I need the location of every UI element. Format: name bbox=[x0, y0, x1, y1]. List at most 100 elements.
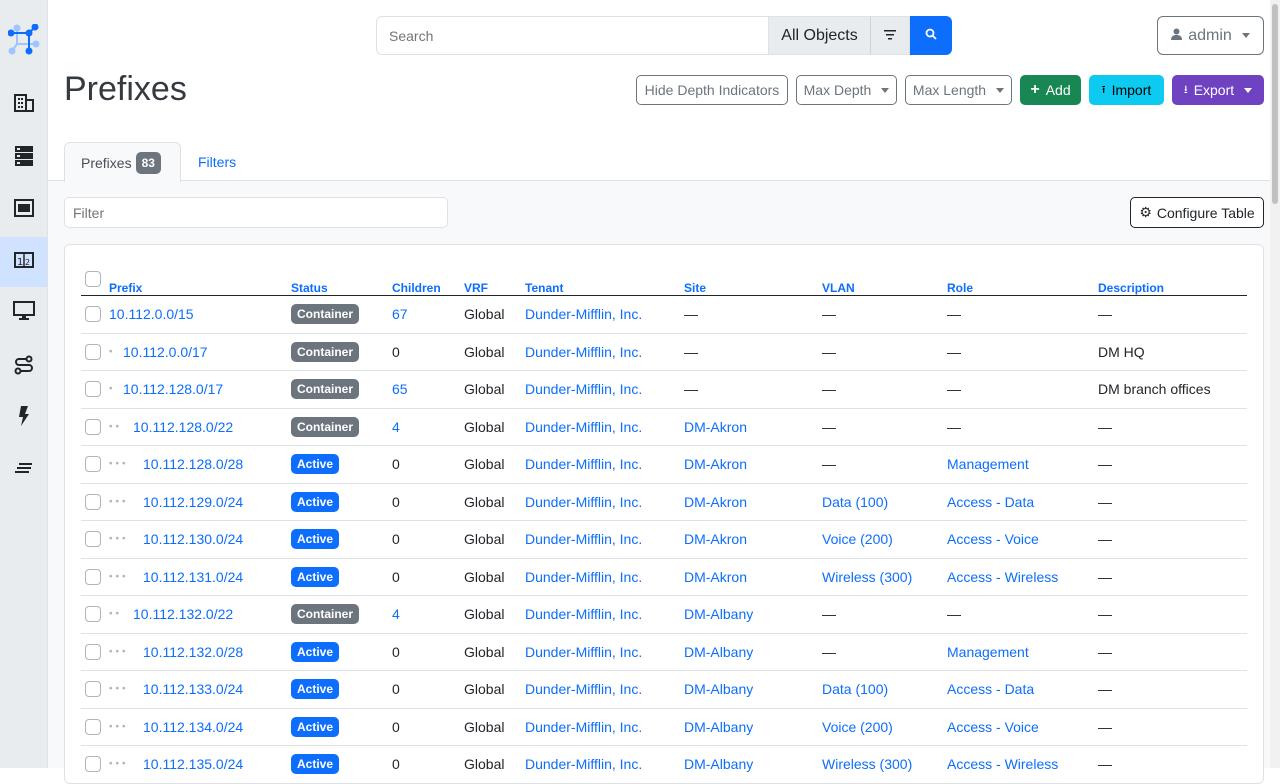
tenant-cell[interactable]: Dunder-Mifflin, Inc. bbox=[525, 568, 643, 585]
export-dropdown[interactable]: ⭳ Export bbox=[1172, 75, 1264, 105]
tab-filters[interactable]: Filters bbox=[198, 153, 237, 170]
table-filter-input[interactable] bbox=[64, 197, 448, 228]
role-cell[interactable]: Access - Wireless bbox=[947, 568, 1059, 585]
prefix-link[interactable]: 10.112.132.0/28 bbox=[143, 643, 244, 660]
sidebar-connections[interactable] bbox=[0, 185, 47, 235]
children-count[interactable]: 4 bbox=[392, 418, 400, 435]
role-cell[interactable]: Access - Wireless bbox=[947, 756, 1059, 773]
vlan-cell[interactable]: Voice (200) bbox=[822, 531, 893, 548]
tenant-cell[interactable]: Dunder-Mifflin, Inc. bbox=[525, 606, 643, 623]
site-cell[interactable]: DM-Albany bbox=[684, 756, 754, 773]
user-menu-button[interactable]: admin bbox=[1157, 16, 1264, 55]
tenant-cell[interactable]: Dunder-Mifflin, Inc. bbox=[525, 718, 643, 735]
vlan-cell[interactable]: Wireless (300) bbox=[822, 756, 913, 773]
row-checkbox[interactable] bbox=[85, 681, 101, 698]
row-checkbox[interactable] bbox=[85, 756, 101, 773]
row-checkbox[interactable] bbox=[85, 643, 101, 660]
prefix-link[interactable]: 10.112.0.0/17 bbox=[123, 343, 208, 360]
column-header-status[interactable]: Status bbox=[291, 281, 328, 295]
tenant-cell[interactable]: Dunder-Mifflin, Inc. bbox=[525, 456, 643, 473]
children-count[interactable]: 4 bbox=[392, 606, 400, 623]
prefix-link[interactable]: 10.112.133.0/24 bbox=[143, 681, 244, 698]
prefix-link[interactable]: 10.112.134.0/24 bbox=[143, 718, 244, 735]
role-cell[interactable]: Access - Data bbox=[947, 681, 1035, 698]
sidebar-virtualization[interactable] bbox=[0, 288, 47, 338]
row-checkbox[interactable] bbox=[85, 606, 101, 623]
column-header-description[interactable]: Description bbox=[1098, 281, 1165, 295]
prefix-link[interactable]: 10.112.132.0/22 bbox=[133, 606, 234, 623]
max-depth-dropdown[interactable]: Max Depth bbox=[796, 75, 897, 105]
import-button[interactable]: ⭱ Import bbox=[1089, 75, 1164, 105]
children-count[interactable]: 65 bbox=[392, 381, 408, 398]
prefix-link[interactable]: 10.112.129.0/24 bbox=[143, 493, 244, 510]
tenant-cell[interactable]: Dunder-Mifflin, Inc. bbox=[525, 381, 643, 398]
vlan-cell[interactable]: Voice (200) bbox=[822, 718, 893, 735]
column-header-tenant[interactable]: Tenant bbox=[525, 281, 564, 295]
vlan-cell[interactable]: Wireless (300) bbox=[822, 568, 913, 585]
site-cell[interactable]: DM-Albany bbox=[684, 681, 754, 698]
site-cell[interactable]: DM-Akron bbox=[684, 456, 748, 473]
column-header-site[interactable]: Site bbox=[684, 281, 707, 295]
sidebar-circuits[interactable] bbox=[0, 342, 47, 392]
netbox-logo-icon[interactable] bbox=[7, 23, 40, 61]
site-cell[interactable]: DM-Albany bbox=[684, 643, 754, 660]
role-cell[interactable]: Access - Voice bbox=[947, 718, 1039, 735]
column-header-children[interactable]: Children bbox=[392, 281, 441, 295]
row-checkbox[interactable] bbox=[85, 306, 101, 323]
site-cell[interactable]: DM-Akron bbox=[684, 531, 748, 548]
row-checkbox[interactable] bbox=[85, 343, 101, 360]
tenant-cell[interactable]: Dunder-Mifflin, Inc. bbox=[525, 756, 643, 773]
sidebar-organization[interactable] bbox=[0, 80, 47, 130]
page-scrollbar[interactable] bbox=[1270, 0, 1280, 768]
site-cell[interactable]: DM-Akron bbox=[684, 418, 748, 435]
column-header-vrf[interactable]: VRF bbox=[464, 281, 488, 295]
search-input[interactable] bbox=[376, 16, 769, 55]
prefix-link[interactable]: 10.112.128.0/17 bbox=[123, 381, 224, 398]
children-count[interactable]: 67 bbox=[392, 306, 408, 323]
vlan-cell[interactable]: Data (100) bbox=[822, 493, 889, 510]
sidebar-power[interactable] bbox=[0, 393, 47, 443]
row-checkbox[interactable] bbox=[85, 531, 101, 548]
tenant-cell[interactable]: Dunder-Mifflin, Inc. bbox=[525, 643, 643, 660]
sidebar-devices[interactable] bbox=[0, 133, 47, 183]
row-checkbox[interactable] bbox=[85, 381, 101, 398]
prefix-link[interactable]: 10.112.135.0/24 bbox=[143, 756, 244, 773]
tenant-cell[interactable]: Dunder-Mifflin, Inc. bbox=[525, 681, 643, 698]
prefix-link[interactable]: 10.112.131.0/24 bbox=[143, 568, 244, 585]
prefix-link[interactable]: 10.112.130.0/24 bbox=[143, 531, 244, 548]
sidebar-other[interactable] bbox=[0, 445, 47, 495]
column-header-vlan[interactable]: VLAN bbox=[822, 281, 855, 295]
configure-table-button[interactable]: ⚙ Configure Table bbox=[1130, 197, 1264, 228]
site-cell[interactable]: DM-Akron bbox=[684, 493, 748, 510]
column-header-role[interactable]: Role bbox=[947, 281, 974, 295]
tenant-cell[interactable]: Dunder-Mifflin, Inc. bbox=[525, 493, 643, 510]
row-checkbox[interactable] bbox=[85, 456, 101, 473]
vlan-cell[interactable]: Data (100) bbox=[822, 681, 889, 698]
add-button[interactable]: + Add bbox=[1020, 75, 1081, 105]
row-checkbox[interactable] bbox=[85, 568, 101, 585]
site-cell[interactable]: DM-Akron bbox=[684, 568, 748, 585]
prefix-link[interactable]: 10.112.128.0/22 bbox=[133, 418, 234, 435]
site-cell[interactable]: DM-Albany bbox=[684, 606, 754, 623]
role-cell[interactable]: Access - Voice bbox=[947, 531, 1039, 548]
column-header-prefix[interactable]: Prefix bbox=[109, 281, 143, 295]
scrollbar-thumb[interactable] bbox=[1272, 4, 1278, 204]
tenant-cell[interactable]: Dunder-Mifflin, Inc. bbox=[525, 418, 643, 435]
hide-depth-indicators-button[interactable]: Hide Depth Indicators bbox=[636, 75, 788, 105]
row-checkbox[interactable] bbox=[85, 418, 101, 435]
search-scope-dropdown[interactable]: All Objects bbox=[769, 16, 870, 55]
row-checkbox[interactable] bbox=[85, 718, 101, 735]
tenant-cell[interactable]: Dunder-Mifflin, Inc. bbox=[525, 531, 643, 548]
prefix-link[interactable]: 10.112.128.0/28 bbox=[143, 456, 244, 473]
max-length-dropdown[interactable]: Max Length bbox=[905, 75, 1012, 105]
row-checkbox[interactable] bbox=[85, 493, 101, 510]
tenant-cell[interactable]: Dunder-Mifflin, Inc. bbox=[525, 343, 643, 360]
role-cell[interactable]: Access - Data bbox=[947, 493, 1035, 510]
search-button[interactable] bbox=[910, 16, 952, 55]
site-cell[interactable]: DM-Albany bbox=[684, 718, 754, 735]
search-filter-button[interactable] bbox=[870, 16, 910, 55]
prefix-link[interactable]: 10.112.0.0/15 bbox=[109, 306, 194, 323]
tab-prefixes[interactable]: Prefixes 83 bbox=[64, 142, 181, 182]
tenant-cell[interactable]: Dunder-Mifflin, Inc. bbox=[525, 306, 643, 323]
